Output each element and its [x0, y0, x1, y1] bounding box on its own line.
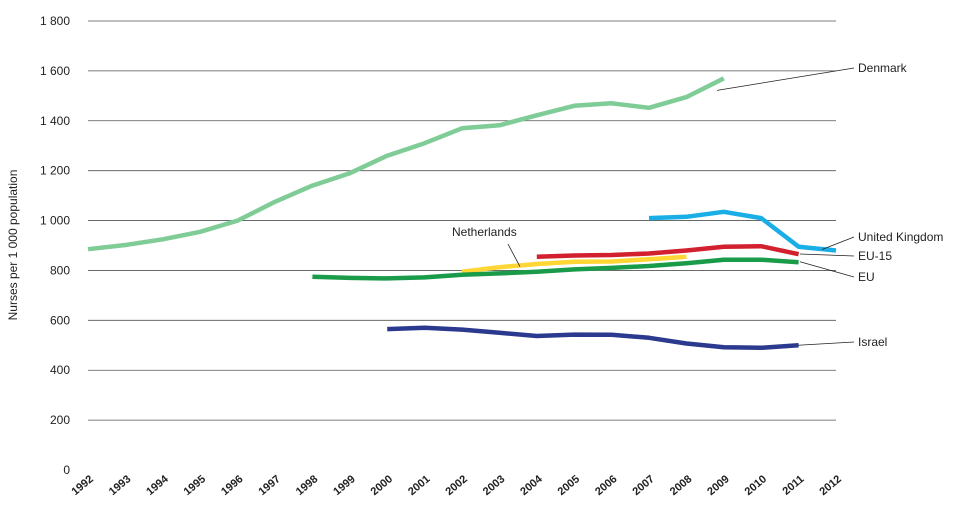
- x-tick-label: 2005: [556, 473, 582, 498]
- x-tick-label: 1999: [331, 473, 357, 498]
- y-axis-ticks: 0 200 400 600 800 1 000 1 200 1 400 1 600 1 800: [40, 14, 70, 477]
- x-tick-label: 2000: [369, 473, 395, 498]
- x-tick-label: 2009: [705, 473, 731, 498]
- y-tick-label: 0: [63, 463, 70, 477]
- series-line-eu: [312, 257, 799, 281]
- series-line-denmark: [87, 76, 725, 252]
- x-tick-label: 1994: [144, 473, 171, 498]
- gridlines: [88, 20, 836, 421]
- y-tick-label: 1 000: [40, 214, 70, 228]
- x-tick-label: 1998: [294, 473, 320, 498]
- series-line-israel: [387, 325, 799, 351]
- leader-line: [507, 243, 521, 267]
- x-tick-label: 2006: [593, 473, 619, 498]
- y-tick-label: 600: [50, 313, 70, 327]
- leader-line: [797, 341, 855, 346]
- series-label: EU: [858, 270, 875, 284]
- x-tick-label: 2011: [781, 473, 807, 498]
- leader-line: [716, 67, 855, 91]
- x-tick-label: 2010: [743, 473, 769, 498]
- x-tick-label: 1995: [182, 473, 208, 498]
- x-axis-ticks: 1992 1993 1994 1995 1996 1997 1998 1999 2000 2001…: [69, 473, 843, 498]
- annotations: Denmark United Kingdom EU-15 EU Israel Nether…: [452, 61, 943, 349]
- x-tick-label: 1997: [256, 473, 282, 498]
- series-line-netherlands: [461, 254, 687, 274]
- y-tick-label: 200: [50, 413, 70, 427]
- y-tick-label: 400: [50, 363, 70, 377]
- series-label: Netherlands: [452, 225, 517, 239]
- y-tick-label: 1 200: [40, 164, 70, 178]
- series-line-eu-15: [536, 243, 800, 259]
- x-tick-label: 2002: [443, 473, 469, 498]
- y-tick-label: 1 800: [40, 14, 70, 28]
- series-lines: [87, 76, 837, 351]
- x-tick-label: 2001: [406, 473, 432, 498]
- series-label: EU-15: [858, 249, 892, 263]
- y-tick-label: 800: [50, 263, 70, 277]
- y-tick-label: 1 400: [40, 114, 70, 128]
- y-tick-label: 1 600: [40, 64, 70, 78]
- x-tick-label: 1993: [107, 473, 133, 498]
- series-label: United Kingdom: [858, 230, 943, 244]
- series-line-united-kingdom: [648, 209, 837, 253]
- leader-line: [821, 236, 855, 250]
- series-label: Denmark: [858, 61, 908, 75]
- x-tick-label: 2012: [817, 473, 843, 498]
- series-label: Israel: [858, 335, 887, 349]
- x-tick-label: 1992: [69, 473, 95, 498]
- leader-line: [799, 253, 855, 257]
- x-tick-label: 2007: [630, 473, 656, 498]
- x-tick-label: 1996: [219, 473, 245, 498]
- y-axis-label: Nurses per 1 000 population: [6, 170, 20, 321]
- x-tick-label: 2003: [481, 473, 507, 498]
- x-tick-label: 2008: [668, 473, 694, 498]
- x-tick-label: 2004: [518, 473, 545, 498]
- leader-line: [799, 261, 855, 278]
